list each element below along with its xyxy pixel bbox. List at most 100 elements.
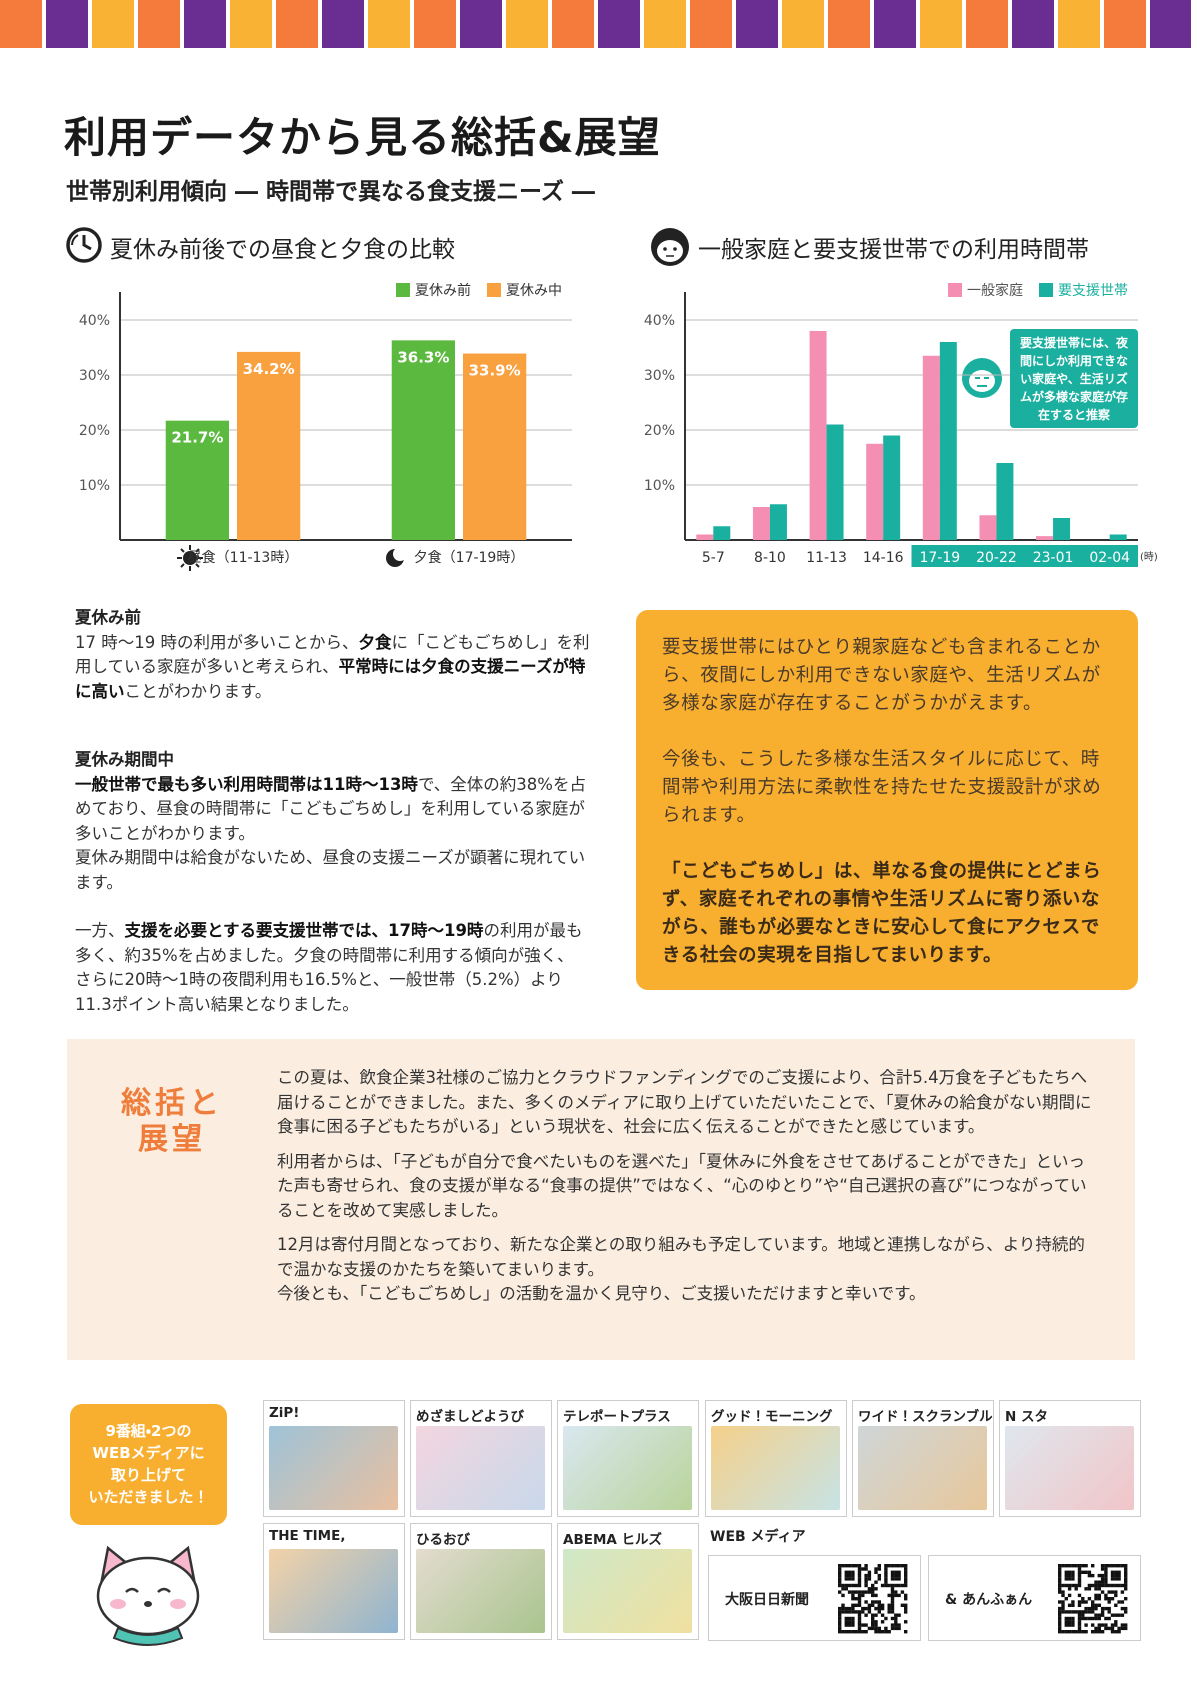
program-name: N スタ <box>1005 1409 1048 1425</box>
y-tick-label: 20% <box>644 423 675 439</box>
program-name: ZiP! <box>269 1405 300 1421</box>
cat-face <box>96 1545 200 1646</box>
media-tile: ABEMA ヒルズ <box>557 1523 699 1640</box>
text: に「こどもごちめし」を利用している家庭が多いと考えられ、 <box>75 632 590 677</box>
text: 夏休み期間中は給食がないため、昼食の支援ニーズが顕著に現れています。 <box>75 848 586 892</box>
note-paragraph: 夏休み期間中は給食がないため、昼食の支援ニーズが顕著に現れています。 <box>75 846 590 895</box>
y-tick-label: 30% <box>644 368 675 384</box>
web-media: & あんふぁん <box>928 1555 1141 1641</box>
bar <box>1036 536 1054 540</box>
text: 今後とも、「こどもごちめし」の活動を温かく見守り、ご支援いただけますと幸いです。 <box>277 1284 926 1303</box>
badge-line: いただきました！ <box>88 1488 209 1506</box>
summary-paragraph: 利用者からは、「子どもが自分で食べたいものを選べた」「夏休みに外食をさせてあげる… <box>277 1151 1087 1220</box>
media-tile: N スタ <box>999 1400 1141 1517</box>
bar <box>696 534 714 540</box>
program-name: ABEMA ヒルズ <box>563 1532 663 1548</box>
x-tick-label: 14-16 <box>863 550 904 566</box>
value-label: 21.7% <box>171 429 223 447</box>
thumbnail <box>416 1426 545 1510</box>
highlight-band <box>911 545 1138 567</box>
x-tick-label: 17-19 <box>919 550 960 566</box>
bold-text: 一般世帯で最も多い利用時間帯は11時〜13時 <box>75 774 418 794</box>
media-tile: ひるおび <box>410 1523 552 1640</box>
thumbnail <box>858 1426 987 1510</box>
bar <box>752 507 770 540</box>
web-name: & あんふぁん <box>945 1592 1033 1608</box>
text: ことがわかります。 <box>124 681 272 701</box>
legend-swatch <box>487 283 501 297</box>
bar <box>883 435 901 540</box>
summary-paragraph: 12月は寄付月間となっており、新たな企業との取り組みも予定しています。地域と連携… <box>277 1233 1095 1307</box>
top-stripe <box>0 0 1191 48</box>
text: 17 時〜19 時の利用が多いことから、 <box>75 632 359 652</box>
face-icon <box>651 228 689 266</box>
bar <box>237 351 301 540</box>
bar <box>165 420 229 540</box>
y-tick-label: 10% <box>644 478 675 494</box>
bar <box>996 463 1014 540</box>
legend-swatch <box>1039 283 1053 297</box>
y-tick-label: 20% <box>79 423 110 439</box>
legend-label: 夏休み中 <box>506 283 562 299</box>
note-paragraph: 一般世帯で最も多い利用時間帯は11時〜13時で、全体の約38%を占めており、昼食… <box>75 773 590 847</box>
y-tick-label: 30% <box>79 368 110 384</box>
notes: 夏休み前 17 時〜19 時の利用が多いことから、夕食に「こどもごちめし」を利用… <box>75 606 590 1017</box>
text: 一方、 <box>75 921 125 940</box>
text: 12月は寄付月間となっており、新たな企業との取り組みも予定しています。地域と連携… <box>277 1235 1085 1279</box>
program-name: グッド！モーニング <box>711 1409 833 1425</box>
outlook-box: 要支援世帯にはひとり親家庭なども含まれることから、夜間にしか利用できない家庭や、… <box>636 610 1138 990</box>
legend: 一般家庭 要支援世帯 <box>948 282 1128 299</box>
summary-text: この夏は、飲食企業3社様のご協力とクラウドファンディングでのご支援により、合計5… <box>277 1066 1095 1317</box>
media-tile: ワイド！スクランブル <box>852 1400 994 1517</box>
x-tick-label: 11-13 <box>806 550 847 566</box>
bar <box>922 355 940 540</box>
thumbnail <box>1005 1426 1134 1510</box>
moon-icon <box>386 547 407 567</box>
thumbnail <box>563 1426 692 1510</box>
bold-text: 夕食 <box>358 632 392 652</box>
x-tick-label: 02-04 <box>1089 550 1130 566</box>
outlook-paragraph: 今後も、こうした多様な生活スタイルに応じて、時間帯や利用方法に柔軟性を持たせた支… <box>662 749 1102 826</box>
bold-text: 平常時には夕食の支援ニーズが特に高い <box>75 657 586 701</box>
outlook-paragraph: 「こどもごちめし」は、単なる食の提供にとどまらず、家庭それぞれの事情や生活リズム… <box>662 861 1102 966</box>
bar <box>391 340 455 540</box>
bar <box>979 515 997 540</box>
thumbnail <box>563 1549 692 1633</box>
program-name: ひるおび <box>416 1532 470 1548</box>
bold-text: 支援を必要とする要支援世帯では、17時〜19時 <box>124 921 484 940</box>
bar <box>826 424 844 540</box>
web-media: 大阪日日新聞 <box>708 1555 921 1641</box>
chart-title: 一般家庭と要支援世帯での利用時間帯 <box>698 237 1089 263</box>
y-tick-label: 40% <box>79 313 110 329</box>
program-name: テレポートプラス <box>563 1409 671 1425</box>
text: の利用が最も多く、約35%を占めました。夕食の時間帯に利用する傾向が強く、さらに… <box>75 921 583 1014</box>
text: で、全体の約38%を占めており、昼食の時間帯に「こどもごちめし」を利用している家… <box>75 774 586 843</box>
web-heading: WEB メディア <box>710 1529 806 1545</box>
bar <box>1053 518 1071 540</box>
x-tick-label: 5-7 <box>702 550 725 566</box>
y-tick-label: 10% <box>79 478 110 494</box>
note-paragraph: 17 時〜19 時の利用が多いことから、夕食に「こどもごちめし」を利用している家… <box>75 631 590 705</box>
bar <box>713 526 731 540</box>
badge-line: WEBメディアに <box>92 1444 205 1462</box>
legend-swatch <box>396 283 410 297</box>
legend: 夏休み前 夏休み中 <box>396 282 562 299</box>
x-tick-label: 昼食（11-13時） <box>188 550 299 566</box>
summary-panel <box>67 1039 1135 1360</box>
bar <box>809 331 827 540</box>
legend-label: 夏休み前 <box>415 282 471 299</box>
legend-label: 一般家庭 <box>967 282 1023 299</box>
chart-annotation: 要支援世帯には、夜間にしか利用できない家庭や、生活リズムが多様な家庭が存在すると… <box>1010 329 1138 428</box>
media-badge: 9番組・2つの WEBメディアに 取り上げて いただきました！ <box>70 1404 227 1525</box>
chart-title: 夏休み前後での昼食と夕食の比較 <box>110 237 455 263</box>
thumbnail <box>269 1426 398 1510</box>
value-label: 36.3% <box>397 348 449 366</box>
x-axis-label: (時) <box>1140 551 1158 563</box>
bar <box>866 443 884 540</box>
note-heading: 夏休み前 <box>75 608 141 627</box>
media-tile: めざましどようび <box>410 1400 552 1517</box>
media-tile: THE TIME, <box>263 1523 405 1640</box>
page-subtitle: 世帯別利用傾向 ― 時間帯で異なる食支援ニーズ ― <box>66 179 595 205</box>
media-tile: テレポートプラス <box>557 1400 699 1517</box>
x-tick-label: 8-10 <box>754 550 786 566</box>
